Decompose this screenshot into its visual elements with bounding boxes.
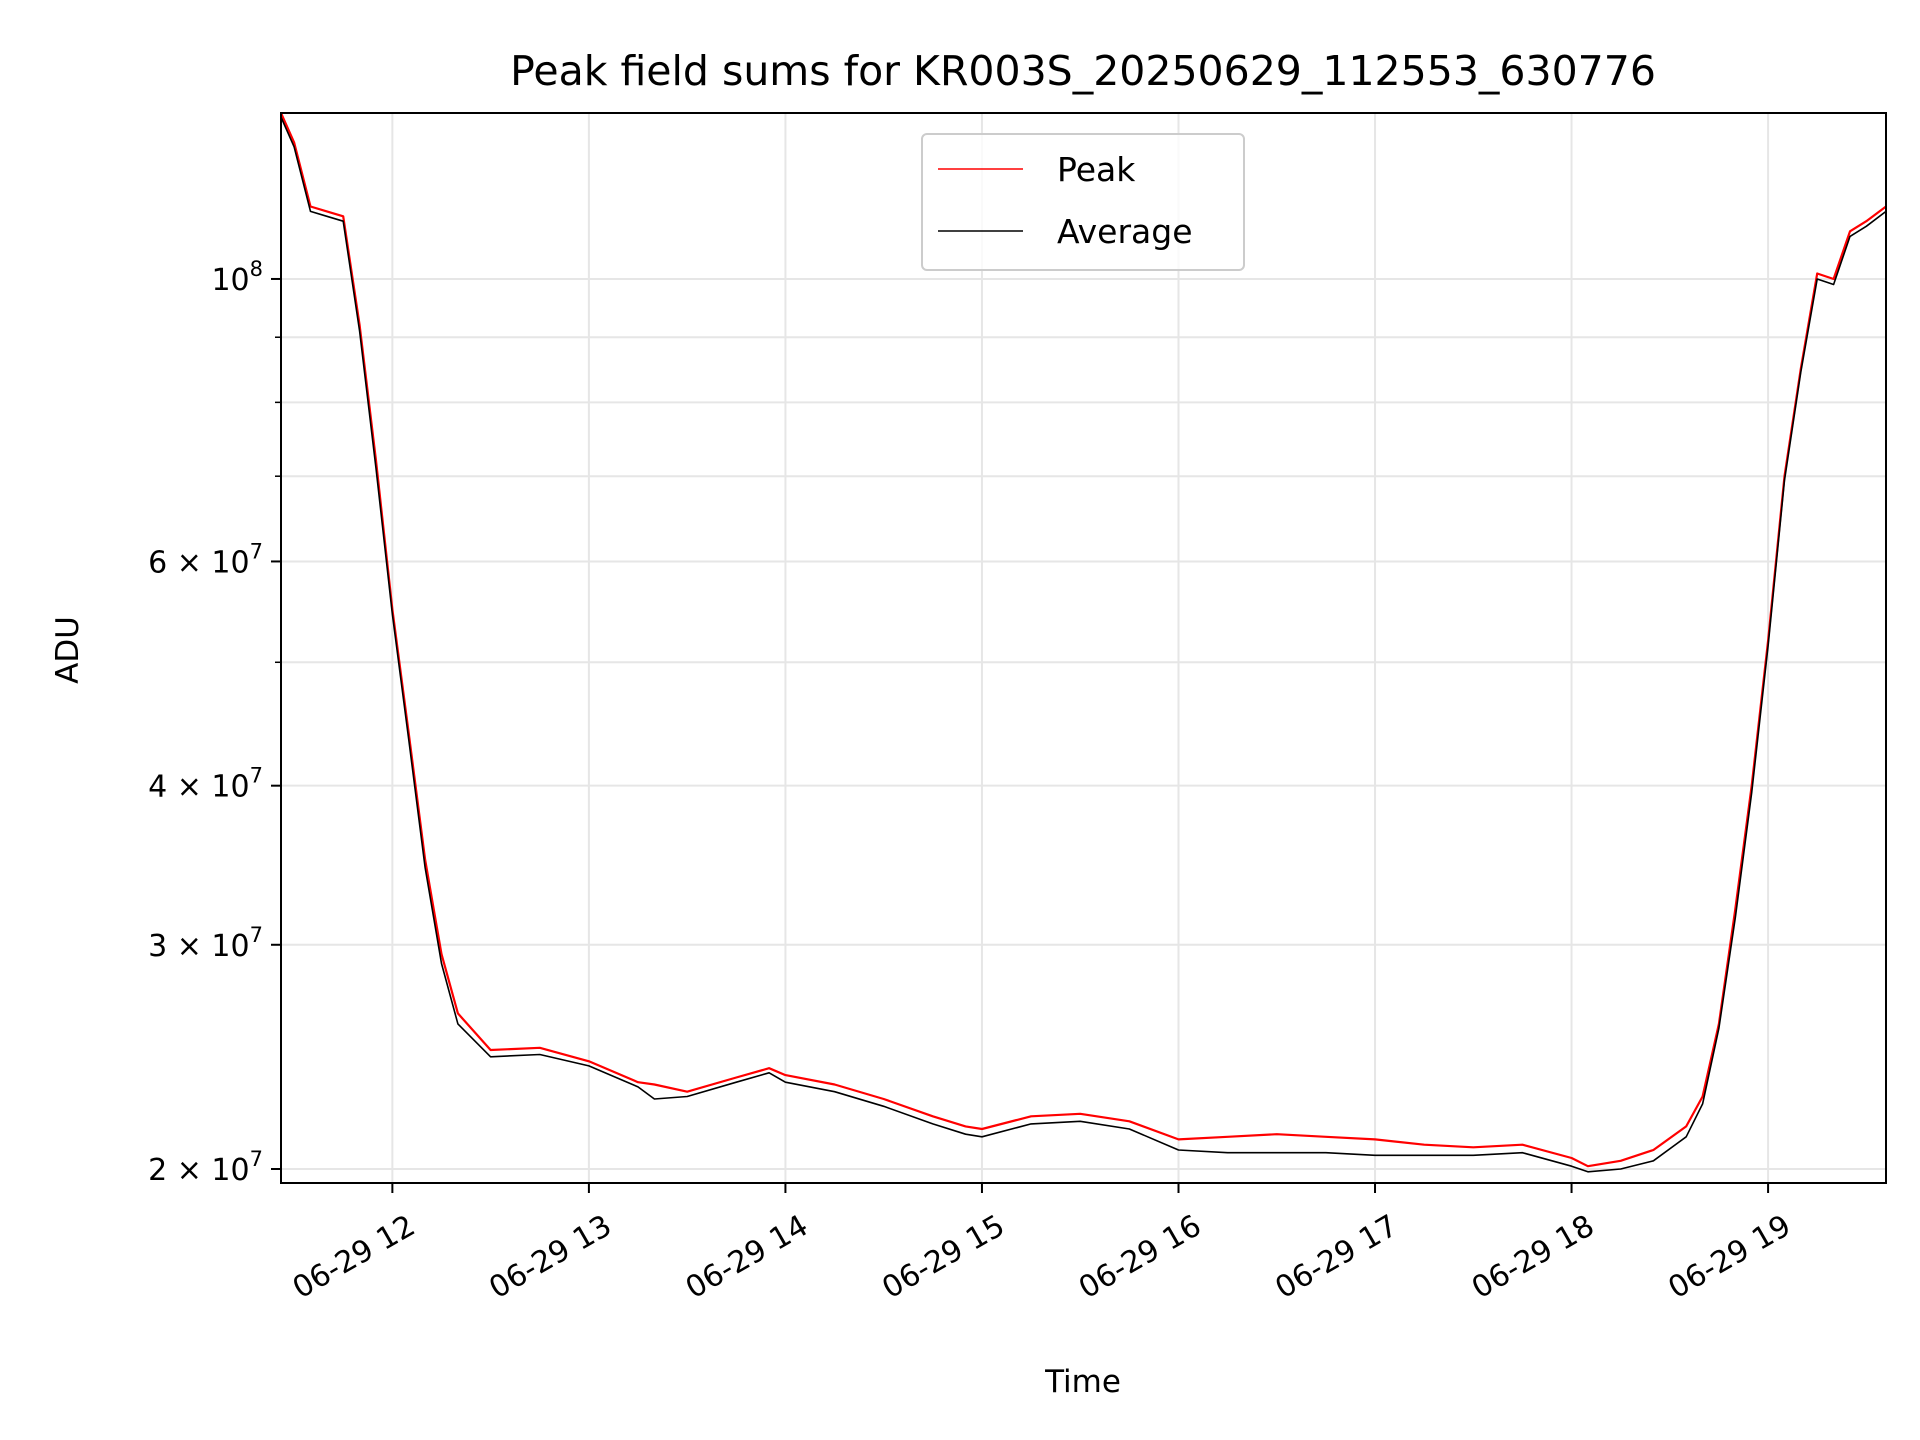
y-tick-label: 108 xyxy=(211,257,263,298)
x-axis-label: Time xyxy=(1044,1364,1121,1400)
legend-box xyxy=(921,133,1245,271)
y-tick-label: 3 × 107 xyxy=(148,923,263,964)
series-line-peak xyxy=(281,113,1886,1168)
y-axis-label: ADU xyxy=(50,616,86,684)
y-axis: 108 6 × 107 4 × 107 3 × 107 2 × 107 xyxy=(148,257,281,1188)
axes-frame xyxy=(280,112,1887,1184)
legend-label-average: Average xyxy=(1057,212,1193,251)
series-line-average xyxy=(281,116,1886,1173)
y-tick-label: 2 × 107 xyxy=(148,1147,263,1188)
grid xyxy=(281,113,1886,1183)
legend-label-peak: Peak xyxy=(1057,150,1136,189)
legend: Peak Average xyxy=(921,133,1245,271)
plot-area xyxy=(281,113,1886,1173)
chart-title: Peak field sums for KR003S_20250629_1125… xyxy=(510,47,1656,95)
y-tick-label: 6 × 107 xyxy=(148,539,263,580)
y-tick-label: 4 × 107 xyxy=(148,764,263,805)
